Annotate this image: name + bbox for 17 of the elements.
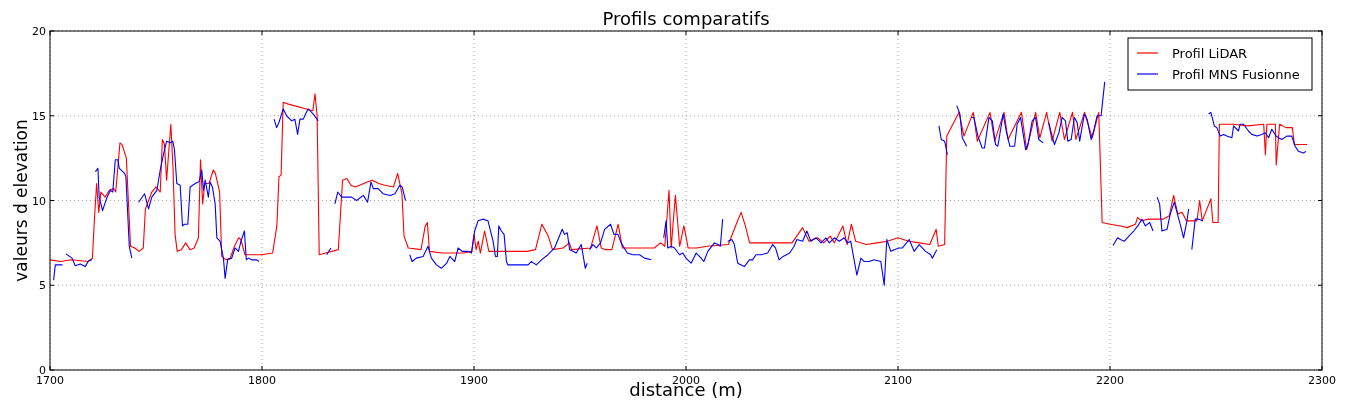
legend-label: Profil MNS Fusionne — [1172, 67, 1300, 82]
x-tick-label: 1700 — [36, 374, 64, 387]
x-tick-label: 2000 — [672, 374, 700, 387]
y-tick-label: 5 — [39, 279, 46, 293]
legend-label: Profil LiDAR — [1172, 46, 1248, 61]
y-tick-label: 15 — [32, 109, 46, 123]
line-series — [50, 93, 1308, 263]
x-tick-label: 1800 — [248, 374, 276, 387]
x-tick-label: 1900 — [460, 374, 488, 387]
y-tick-label: 20 — [32, 25, 46, 38]
y-tick-label: 0 — [39, 364, 46, 377]
x-tick-label: 2300 — [1308, 374, 1336, 387]
y-tick-label: 10 — [32, 194, 46, 208]
x-tick-label: 2100 — [884, 374, 912, 387]
y-axis-title: valeurs d elevation — [11, 119, 31, 282]
x-tick-label: 2200 — [1096, 374, 1124, 387]
chart-title: Profils comparatifs — [602, 8, 770, 29]
